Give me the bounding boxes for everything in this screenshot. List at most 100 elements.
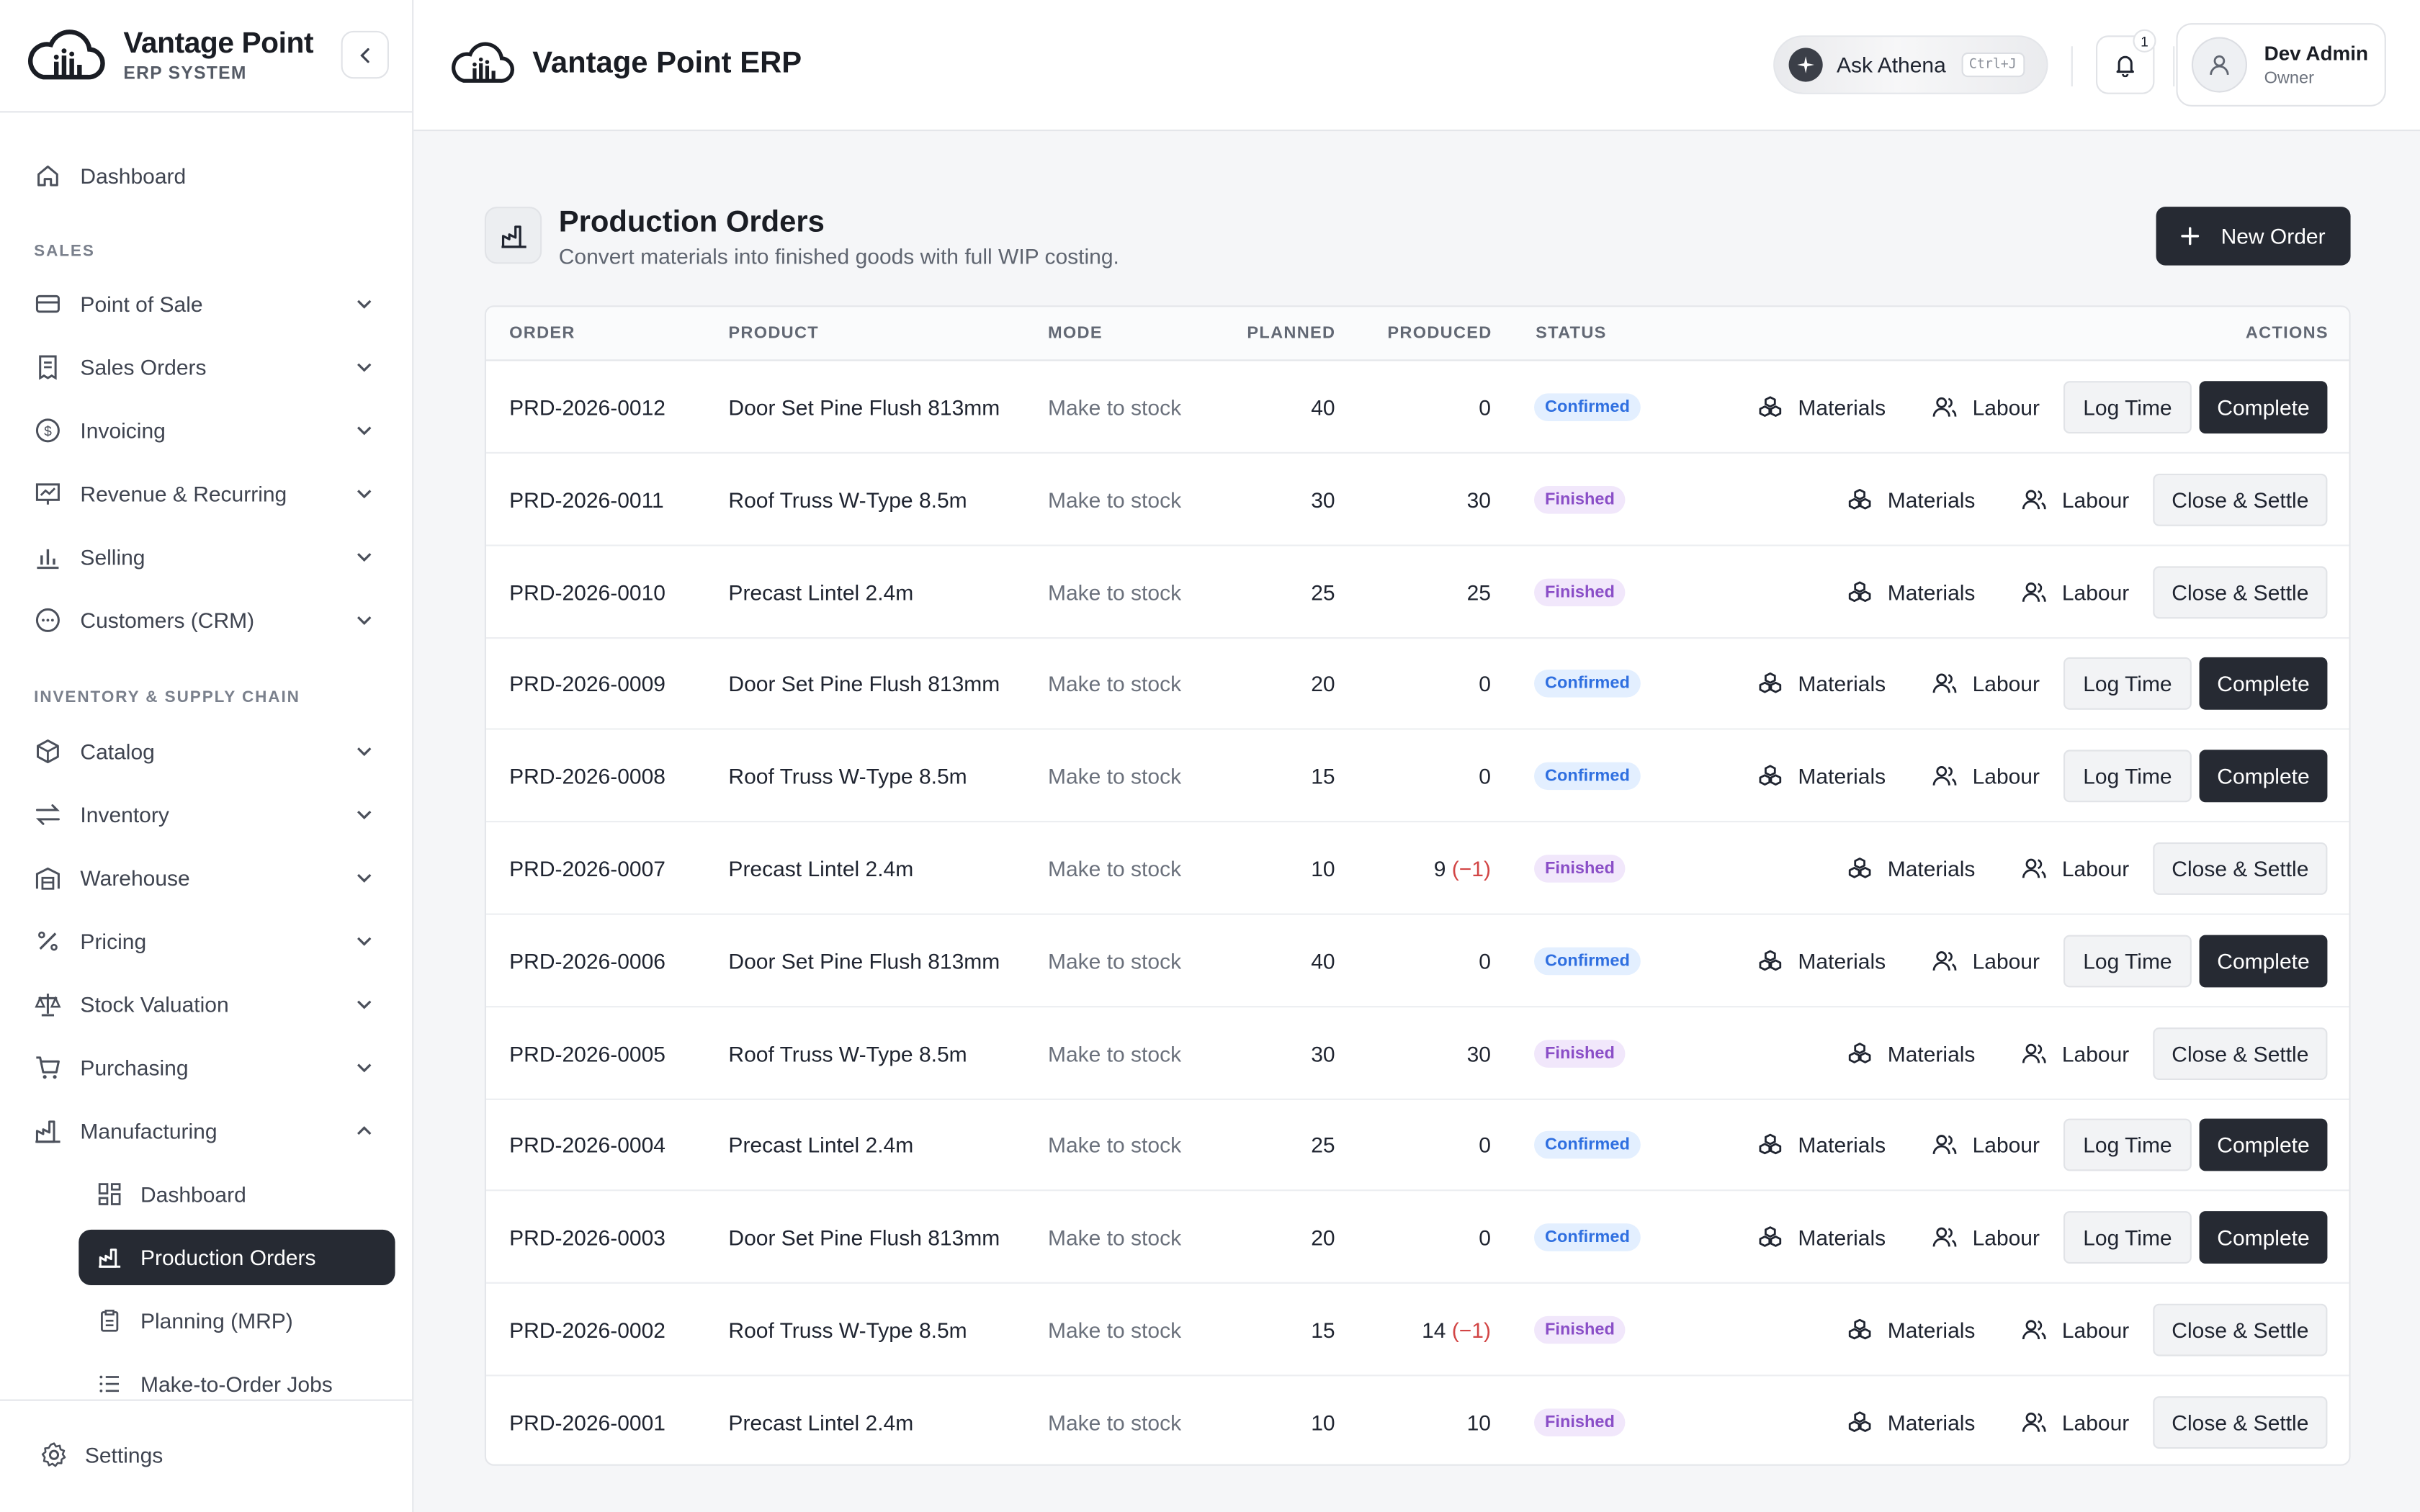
complete-button[interactable]: Complete: [2199, 750, 2328, 803]
labour-action[interactable]: Labour: [1931, 1218, 2040, 1258]
user-name: Dev Admin: [2264, 41, 2369, 65]
order-number[interactable]: PRD-2026-0006: [509, 948, 666, 973]
sidebar-item-inventory[interactable]: Inventory: [0, 787, 412, 842]
labour-action[interactable]: Labour: [1931, 756, 2040, 796]
sidebar-subitem-make-to-order[interactable]: Make-to-Order Jobs: [79, 1356, 395, 1412]
close-settle-button[interactable]: Close & Settle: [2153, 473, 2328, 526]
materials-action[interactable]: Materials: [1757, 1125, 1886, 1166]
table-row[interactable]: PRD-2026-0009 Door Set Pine Flush 813mm Ma…: [486, 638, 2349, 731]
log-time-button[interactable]: Log Time: [2063, 1119, 2192, 1172]
close-settle-button[interactable]: Close & Settle: [2153, 842, 2328, 895]
close-settle-button[interactable]: Close & Settle: [2153, 1027, 2328, 1080]
sidebar-item-catalog[interactable]: Catalog: [0, 724, 412, 779]
sidebar-item-selling[interactable]: Selling: [0, 529, 412, 585]
materials-action[interactable]: Materials: [1846, 1033, 1975, 1074]
order-number[interactable]: PRD-2026-0011: [509, 487, 664, 512]
table-row[interactable]: PRD-2026-0001 Precast Lintel 2.4m Make to …: [486, 1376, 2349, 1464]
labour-action[interactable]: Labour: [2020, 1033, 2129, 1074]
complete-button[interactable]: Complete: [2199, 1119, 2328, 1172]
sidebar-item-purchasing[interactable]: Purchasing: [0, 1040, 412, 1095]
table-row[interactable]: PRD-2026-0008 Roof Truss W-Type 8.5m Make …: [486, 730, 2349, 823]
notifications-button[interactable]: 1: [2096, 29, 2156, 94]
materials-action[interactable]: Materials: [1757, 756, 1886, 796]
order-number[interactable]: PRD-2026-0005: [509, 1040, 666, 1066]
chevron-down-icon: [357, 1000, 372, 1009]
log-time-button[interactable]: Log Time: [2063, 657, 2192, 711]
sidebar-subitem-planning-mrp[interactable]: Planning (MRP): [79, 1293, 395, 1349]
ask-athena-button[interactable]: Ask Athena Ctrl+J: [1773, 35, 2048, 94]
user-menu[interactable]: Dev Admin Owner: [2176, 23, 2386, 107]
sidebar-item-stock-valuation[interactable]: Stock Valuation: [0, 976, 412, 1032]
order-number[interactable]: PRD-2026-0012: [509, 395, 666, 420]
log-time-button[interactable]: Log Time: [2063, 381, 2192, 434]
column-header-status[interactable]: STATUS: [1536, 324, 1607, 343]
order-number[interactable]: PRD-2026-0007: [509, 856, 666, 881]
log-time-button[interactable]: Log Time: [2063, 935, 2192, 987]
order-number[interactable]: PRD-2026-0002: [509, 1318, 666, 1343]
materials-action[interactable]: Materials: [1846, 1402, 1975, 1442]
table-row[interactable]: PRD-2026-0012 Door Set Pine Flush 813mm Ma…: [486, 361, 2349, 454]
sidebar-item-customers-crm[interactable]: Customers (CRM): [0, 593, 412, 648]
materials-action[interactable]: Materials: [1757, 387, 1886, 428]
column-header-mode[interactable]: MODE: [1048, 324, 1103, 343]
produced-value: 0: [1479, 671, 1491, 697]
table-row[interactable]: PRD-2026-0002 Roof Truss W-Type 8.5m Make …: [486, 1284, 2349, 1377]
column-header-produced[interactable]: PRODUCED: [1387, 324, 1492, 343]
close-settle-button[interactable]: Close & Settle: [2153, 565, 2328, 618]
labour-action[interactable]: Labour: [2020, 480, 2129, 520]
table-row[interactable]: PRD-2026-0007 Precast Lintel 2.4m Make to …: [486, 822, 2349, 915]
complete-button[interactable]: Complete: [2199, 1211, 2328, 1264]
labour-action[interactable]: Labour: [2020, 849, 2129, 889]
complete-button[interactable]: Complete: [2199, 935, 2328, 987]
table-row[interactable]: PRD-2026-0003 Door Set Pine Flush 813mm Ma…: [486, 1192, 2349, 1284]
sidebar-item-revenue-recurring[interactable]: Revenue & Recurring: [0, 466, 412, 521]
new-order-button[interactable]: New Order: [2156, 207, 2351, 266]
labour-action[interactable]: Labour: [1931, 387, 2040, 428]
order-number[interactable]: PRD-2026-0010: [509, 579, 666, 605]
sidebar-item-point-of-sale[interactable]: Point of Sale: [0, 276, 412, 332]
materials-action[interactable]: Materials: [1846, 849, 1975, 889]
column-header-planned[interactable]: PLANNED: [1247, 324, 1336, 343]
materials-action[interactable]: Materials: [1757, 941, 1886, 981]
sidebar-subitem-production-orders[interactable]: Production Orders: [79, 1229, 395, 1285]
settings-link[interactable]: Settings: [40, 1441, 163, 1469]
labour-action[interactable]: Labour: [2020, 1310, 2129, 1350]
labour-action[interactable]: Labour: [2020, 572, 2129, 612]
sidebar-item-warehouse[interactable]: Warehouse: [0, 850, 412, 906]
sidebar-item-pricing[interactable]: Pricing: [0, 914, 412, 969]
table-row[interactable]: PRD-2026-0005 Roof Truss W-Type 8.5m Make …: [486, 1007, 2349, 1099]
column-header-product[interactable]: PRODUCT: [728, 324, 819, 343]
table-row[interactable]: PRD-2026-0010 Precast Lintel 2.4m Make to …: [486, 546, 2349, 639]
labour-action[interactable]: Labour: [1931, 1125, 2040, 1166]
log-time-button[interactable]: Log Time: [2063, 1211, 2192, 1264]
materials-action[interactable]: Materials: [1846, 1310, 1975, 1350]
collapse-sidebar-button[interactable]: [341, 30, 389, 79]
materials-action[interactable]: Materials: [1757, 1218, 1886, 1258]
order-number[interactable]: PRD-2026-0001: [509, 1410, 666, 1435]
complete-button[interactable]: Complete: [2199, 657, 2328, 711]
complete-button[interactable]: Complete: [2199, 381, 2328, 434]
table-row[interactable]: PRD-2026-0011 Roof Truss W-Type 8.5m Make …: [486, 454, 2349, 546]
sidebar-subitem-mfg-dashboard[interactable]: Dashboard: [79, 1166, 395, 1222]
sidebar-item-invoicing[interactable]: $ Invoicing: [0, 402, 412, 458]
materials-action[interactable]: Materials: [1846, 480, 1975, 520]
close-settle-button[interactable]: Close & Settle: [2153, 1303, 2328, 1356]
order-number[interactable]: PRD-2026-0009: [509, 671, 666, 697]
labour-action[interactable]: Labour: [1931, 664, 2040, 704]
order-number[interactable]: PRD-2026-0003: [509, 1225, 666, 1251]
materials-action[interactable]: Materials: [1846, 572, 1975, 612]
column-header-order[interactable]: ORDER: [509, 324, 575, 343]
log-time-button[interactable]: Log Time: [2063, 750, 2192, 803]
table-row[interactable]: PRD-2026-0006 Door Set Pine Flush 813mm Ma…: [486, 914, 2349, 1007]
sidebar-item-manufacturing[interactable]: Manufacturing: [0, 1103, 412, 1158]
labour-action[interactable]: Labour: [1931, 941, 2040, 981]
table-row[interactable]: PRD-2026-0004 Precast Lintel 2.4m Make to …: [486, 1099, 2349, 1192]
labour-action[interactable]: Labour: [2020, 1402, 2129, 1442]
sidebar-item-dashboard[interactable]: Dashboard: [0, 148, 412, 204]
labour-label: Labour: [1972, 948, 2040, 973]
materials-action[interactable]: Materials: [1757, 664, 1886, 704]
order-number[interactable]: PRD-2026-0004: [509, 1133, 666, 1158]
order-number[interactable]: PRD-2026-0008: [509, 764, 666, 789]
close-settle-button[interactable]: Close & Settle: [2153, 1395, 2328, 1449]
sidebar-item-sales-orders[interactable]: Sales Orders: [0, 339, 412, 395]
